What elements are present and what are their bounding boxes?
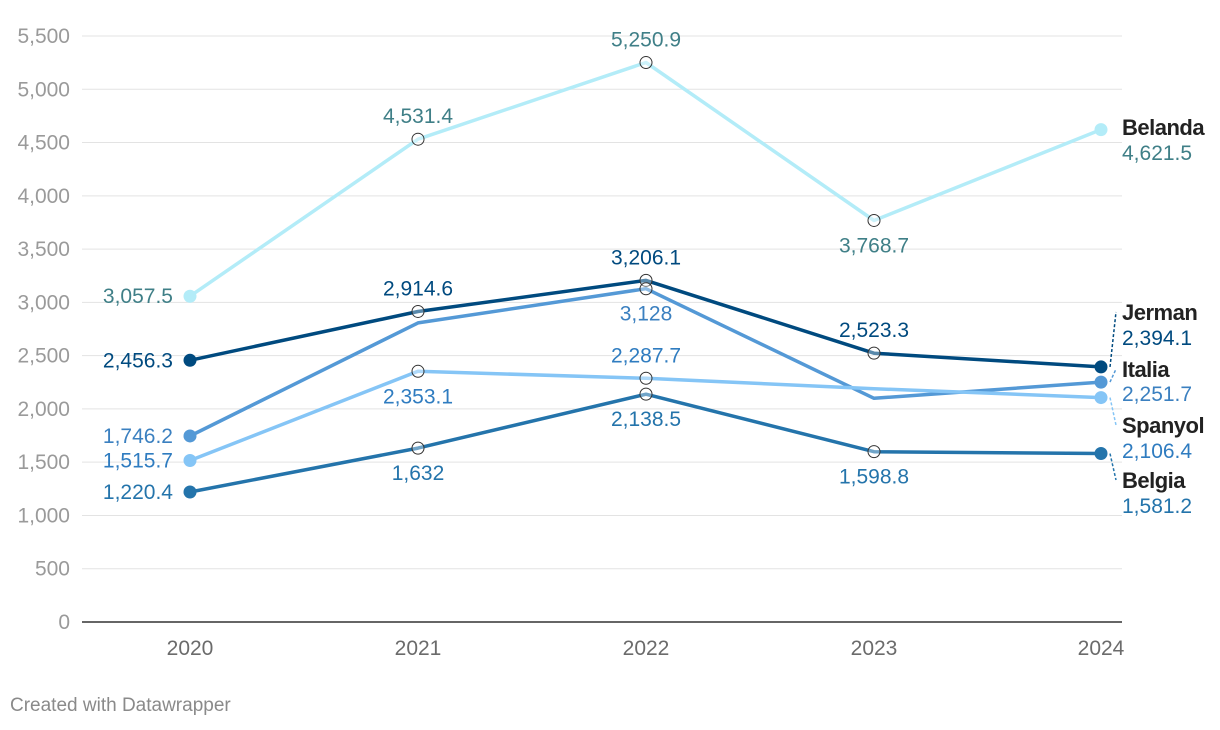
data-point-spanyol: [1094, 391, 1108, 405]
data-point-belgia: [1094, 447, 1108, 461]
data-label-belanda: 4,531.4: [383, 105, 453, 128]
y-tick-label: 3,500: [17, 238, 70, 261]
y-tick-label: 2,000: [17, 398, 70, 421]
x-tick-label: 2020: [167, 637, 214, 660]
y-tick-label: 5,500: [17, 25, 70, 48]
y-tick-label: 1,000: [17, 504, 70, 527]
data-label-belanda: 5,250.9: [611, 29, 681, 52]
leader-line-spanyol: [1109, 397, 1117, 426]
series-line-jerman: [188, 278, 1103, 369]
data-label-belgia: 1,220.4: [103, 481, 173, 504]
x-tick-label: 2024: [1078, 637, 1125, 660]
data-point-spanyol: [639, 371, 653, 385]
data-label-spanyol: 1,515.7: [103, 450, 173, 473]
end-value-label-belanda: 4,621.5: [1122, 142, 1192, 165]
data-label-belgia: 1,632: [392, 462, 445, 485]
leader-line-italia: [1109, 368, 1117, 383]
leader-line-jerman: [1109, 311, 1117, 368]
series-name-italia: Italia: [1122, 357, 1170, 382]
data-label-jerman: 2,456.3: [103, 349, 173, 372]
x-tick-label: 2023: [851, 637, 898, 660]
data-point-belgia: [411, 441, 425, 455]
data-point-belgia: [639, 387, 653, 401]
series-line-spanyol: [188, 369, 1103, 463]
data-label-belgia: 1,598.8: [839, 466, 909, 489]
series-line-belanda: [188, 60, 1103, 298]
series-name-spanyol: Spanyol: [1122, 413, 1204, 438]
series-line-belgia: [188, 392, 1103, 494]
data-point-jerman: [411, 304, 425, 318]
data-point-belgia: [867, 445, 881, 459]
end-value-label-jerman: 2,394.1: [1122, 327, 1192, 350]
data-point-jerman: [867, 346, 881, 360]
end-value-label-spanyol: 2,106.4: [1122, 440, 1192, 463]
data-label-jerman: 2,523.3: [839, 319, 909, 342]
data-point-jerman: [183, 353, 197, 367]
series-name-belanda: Belanda: [1122, 115, 1205, 140]
series-name-jerman: Jerman: [1122, 300, 1197, 325]
y-tick-label: 4,500: [17, 132, 70, 155]
data-point-italia: [1094, 375, 1108, 389]
data-point-italia: [183, 429, 197, 443]
data-label-belanda: 3,768.7: [839, 234, 909, 257]
y-tick-label: 0: [58, 611, 70, 634]
data-label-belgia: 2,138.5: [611, 408, 681, 431]
data-label-jerman: 2,914.6: [383, 277, 453, 300]
end-value-label-belgia: 1,581.2: [1122, 495, 1192, 518]
data-label-italia: 1,746.2: [103, 425, 173, 448]
data-point-jerman: [1094, 360, 1108, 374]
data-label-jerman: 3,206.1: [611, 246, 681, 269]
data-label-italia: 3,128: [620, 303, 673, 326]
data-point-belanda: [1094, 123, 1108, 137]
data-label-spanyol: 2,353.1: [383, 385, 453, 408]
data-point-spanyol: [183, 454, 197, 468]
data-point-belanda: [183, 289, 197, 303]
data-point-italia: [639, 282, 653, 296]
chart-credit: Created with Datawrapper: [10, 695, 231, 716]
y-tick-label: 4,000: [17, 185, 70, 208]
series-name-belgia: Belgia: [1122, 468, 1186, 493]
y-tick-label: 2,500: [17, 345, 70, 368]
leader-line-belgia: [1109, 453, 1117, 481]
data-point-belanda: [867, 213, 881, 227]
data-point-belanda: [411, 132, 425, 146]
end-value-label-italia: 2,251.7: [1122, 383, 1192, 406]
data-point-spanyol: [411, 364, 425, 378]
x-tick-label: 2022: [623, 637, 670, 660]
x-tick-label: 2021: [395, 637, 442, 660]
y-tick-label: 500: [35, 558, 70, 581]
data-label-belanda: 3,057.5: [103, 285, 173, 308]
data-point-belanda: [639, 56, 653, 70]
data-point-belgia: [183, 485, 197, 499]
y-tick-label: 5,000: [17, 78, 70, 101]
data-label-spanyol: 2,287.7: [611, 344, 681, 367]
y-tick-label: 3,000: [17, 291, 70, 314]
y-tick-label: 1,500: [17, 451, 70, 474]
